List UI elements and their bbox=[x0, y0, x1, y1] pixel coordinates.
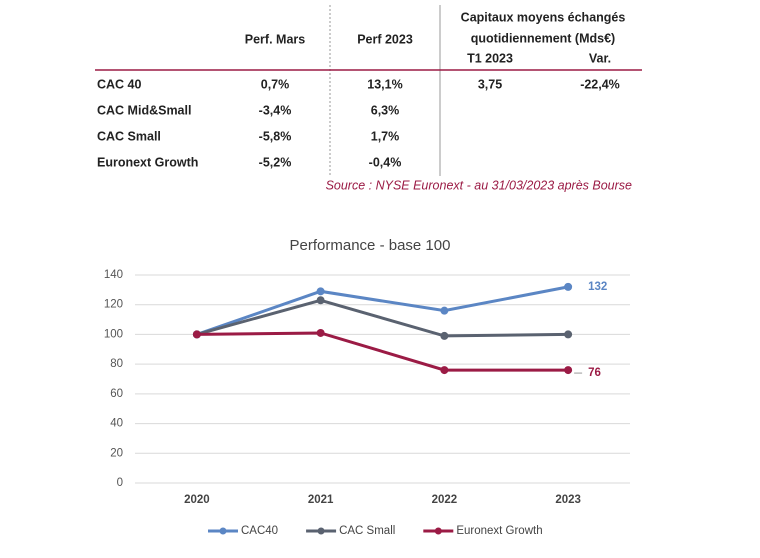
row-label: CAC 40 bbox=[97, 77, 142, 91]
line-series bbox=[196, 331, 569, 372]
row-label: CAC Mid&Small bbox=[97, 103, 191, 117]
y-tick-label: 40 bbox=[110, 418, 123, 430]
column-header: T1 2023 bbox=[467, 51, 513, 65]
column-header: Perf 2023 bbox=[357, 32, 413, 46]
data-point bbox=[564, 282, 573, 291]
data-point bbox=[316, 328, 325, 337]
data-point bbox=[316, 296, 325, 305]
line-series bbox=[196, 298, 569, 338]
chart-title: Performance - base 100 bbox=[290, 237, 451, 254]
table-cell: -0,4% bbox=[369, 155, 402, 169]
y-tick-label: 0 bbox=[117, 477, 123, 489]
table-cell: 1,7% bbox=[371, 129, 400, 143]
y-tick-label: 80 bbox=[110, 358, 123, 370]
table-cell: 3,75 bbox=[478, 77, 502, 91]
y-tick-label: 140 bbox=[104, 269, 123, 281]
legend-label: CAC40 bbox=[241, 525, 278, 537]
table-cell: -22,4% bbox=[580, 77, 620, 91]
legend-marker bbox=[434, 527, 442, 535]
data-point bbox=[440, 331, 449, 340]
data-point bbox=[564, 330, 573, 339]
y-tick-label: 60 bbox=[110, 388, 123, 400]
legend-label: Euronext Growth bbox=[456, 525, 542, 537]
row-label: CAC Small bbox=[97, 129, 161, 143]
data-label: 76 bbox=[588, 367, 601, 379]
legend-marker bbox=[219, 527, 227, 535]
table-cell: -5,8% bbox=[259, 129, 292, 143]
data-point bbox=[440, 306, 449, 315]
y-tick-label: 120 bbox=[104, 299, 123, 311]
y-tick-label: 20 bbox=[110, 447, 123, 459]
table-cell: -5,2% bbox=[259, 155, 292, 169]
source-note: Source : NYSE Euronext - au 31/03/2023 a… bbox=[326, 178, 632, 192]
data-point bbox=[192, 330, 201, 339]
legend-marker bbox=[317, 527, 325, 535]
x-tick-label: 2023 bbox=[555, 494, 581, 506]
legend-label: CAC Small bbox=[339, 525, 395, 537]
table-cell: 6,3% bbox=[371, 103, 400, 117]
column-header: Var. bbox=[589, 51, 611, 65]
row-label: Euronext Growth bbox=[97, 155, 198, 169]
data-point bbox=[440, 366, 449, 375]
table-cell: -3,4% bbox=[259, 103, 292, 117]
data-label: 132 bbox=[588, 281, 607, 293]
table-cell: 0,7% bbox=[261, 77, 290, 91]
table-cell: 13,1% bbox=[367, 77, 402, 91]
x-tick-label: 2020 bbox=[184, 494, 210, 506]
column-header: quotidiennement (Mds€) bbox=[471, 31, 615, 45]
data-point bbox=[316, 287, 325, 296]
data-point bbox=[564, 366, 573, 375]
y-tick-label: 100 bbox=[104, 328, 123, 340]
x-tick-label: 2021 bbox=[308, 494, 334, 506]
line-series bbox=[196, 285, 569, 336]
column-header: Capitaux moyens échangés bbox=[461, 10, 626, 24]
x-tick-label: 2022 bbox=[432, 494, 458, 506]
column-header: Perf. Mars bbox=[245, 32, 305, 46]
